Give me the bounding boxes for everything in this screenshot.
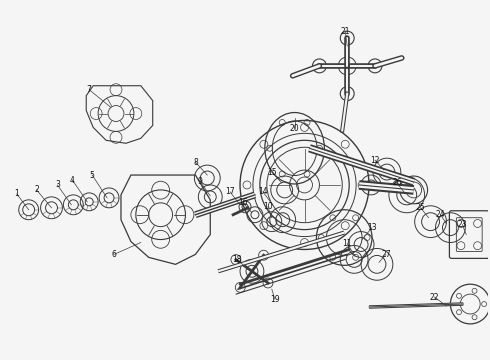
- Text: 6: 6: [112, 250, 117, 259]
- Text: 20: 20: [290, 124, 299, 133]
- Text: 10: 10: [263, 202, 272, 211]
- Text: 9: 9: [198, 177, 203, 186]
- Text: 13: 13: [367, 223, 377, 232]
- Text: 4: 4: [70, 176, 75, 185]
- Text: 14: 14: [258, 188, 268, 197]
- Text: 18: 18: [232, 255, 242, 264]
- Text: 8: 8: [193, 158, 198, 167]
- Text: 11: 11: [343, 239, 352, 248]
- Text: 24: 24: [436, 210, 445, 219]
- Text: 19: 19: [270, 294, 280, 303]
- Text: 17: 17: [225, 188, 235, 197]
- Text: 15: 15: [267, 167, 276, 176]
- Text: 16: 16: [238, 198, 248, 207]
- Text: 3: 3: [55, 180, 60, 189]
- Text: 21: 21: [341, 27, 350, 36]
- Text: 27: 27: [381, 250, 391, 259]
- Text: 7: 7: [87, 85, 92, 94]
- Text: 23: 23: [458, 220, 467, 229]
- Text: 5: 5: [90, 171, 95, 180]
- Text: 12: 12: [370, 156, 380, 165]
- Text: 2: 2: [34, 185, 39, 194]
- Text: 26: 26: [392, 179, 402, 188]
- Text: 1: 1: [14, 189, 19, 198]
- Text: 25: 25: [416, 203, 425, 212]
- Text: 22: 22: [430, 293, 439, 302]
